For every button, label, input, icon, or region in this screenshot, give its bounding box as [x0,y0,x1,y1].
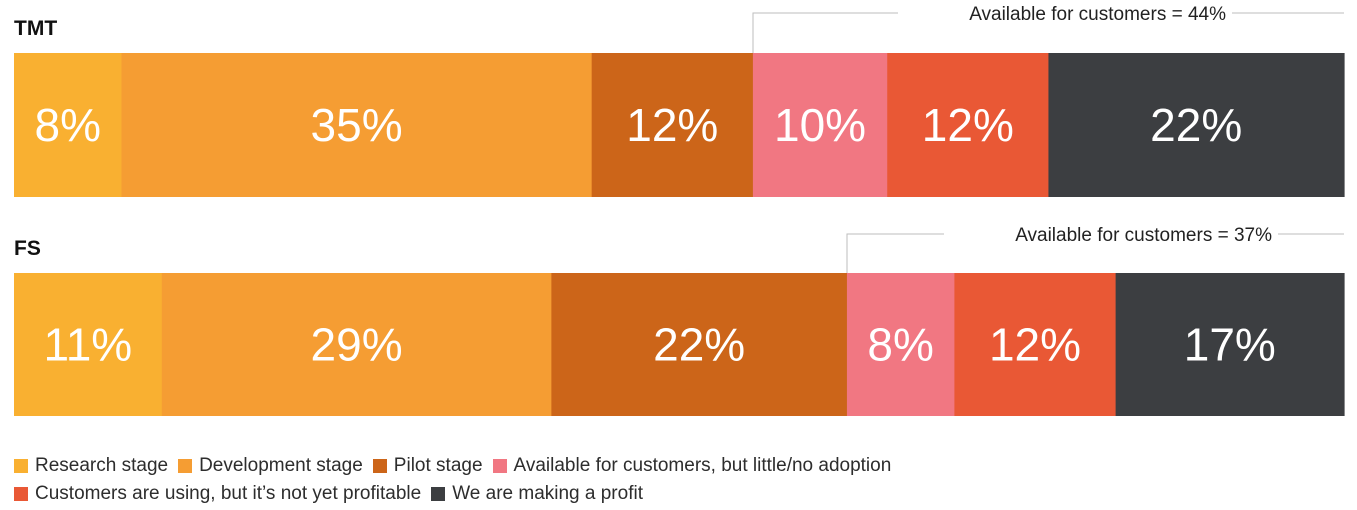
value-label-tmt-3: 10% [774,99,866,151]
value-label-fs-1: 29% [311,319,403,371]
value-label-fs-3: 8% [867,319,933,371]
bar-segment-tmt-4 [887,53,1050,197]
legend-item-profit: We are making a profit [431,483,643,505]
chart-legend: Research stage Development stage Pilot s… [14,452,1344,508]
legend-swatch-profit [431,487,446,501]
value-label-fs-2: 22% [653,319,745,371]
legend-swatch-research [14,459,28,473]
legend-swatch-development [178,459,193,473]
bar-segment-tmt-1 [121,53,593,197]
legend-label-available: Available for customers, but little/no a… [513,455,892,476]
annotation-background-fs [944,222,1278,248]
stacked-bar-chart: TMT 8% 35% 12% 10% 12% 22% Available for custom… [14,1,1345,416]
bar-segment-fs-3 [846,273,956,416]
bar-segment-fs-2 [551,273,848,416]
legend-item-pilot: Pilot stage [372,455,483,477]
bar-segment-tmt-0 [14,53,123,197]
value-label-fs-0: 11% [44,319,133,371]
bar-segment-tmt-2 [591,53,754,197]
legend-label-pilot: Pilot stage [393,455,483,476]
bar-segment-fs-0 [14,273,163,416]
bar-segment-fs-4 [954,273,1117,416]
bar-title-fs: FS [14,237,41,260]
legend-row: Customers are using, but it’s not yet pr… [14,480,1344,508]
bar-segment-fs-5 [1115,273,1345,416]
bar-segment-fs-1 [161,273,552,416]
legend-label-research: Research stage [35,455,169,476]
legend-label-development: Development stage [199,455,363,476]
value-label-fs-5: 17% [1184,319,1276,371]
legend-swatch-customers-using [14,487,28,501]
legend-swatch-available [492,459,507,473]
legend-label-customers-using: Customers are using, but it’s not yet pr… [35,483,422,504]
annotation-label-fs: Available for customers = 37% [1015,225,1272,246]
legend-row: Research stage Development stage Pilot s… [14,452,1344,480]
value-label-tmt-1: 35% [311,99,403,151]
value-label-tmt-2: 12% [626,99,718,151]
legend-item-customers-using: Customers are using, but it’s not yet pr… [14,483,421,505]
legend-item-research: Research stage [14,455,168,477]
legend-swatch-pilot [372,459,387,473]
bar-segment-tmt-3 [752,53,888,197]
annotation-label-tmt: Available for customers = 44% [969,4,1226,25]
annotation-background-tmt [898,1,1232,27]
value-label-fs-4: 12% [989,319,1081,371]
bar-segment-tmt-5 [1048,53,1345,197]
bar-title-tmt: TMT [14,17,57,40]
value-label-tmt-5: 22% [1150,99,1242,151]
value-label-tmt-0: 8% [34,99,100,151]
legend-item-development: Development stage [178,455,363,477]
legend-label-profit: We are making a profit [452,483,643,504]
value-label-tmt-4: 12% [922,99,1014,151]
legend-item-available: Available for customers, but little/no a… [492,455,892,477]
